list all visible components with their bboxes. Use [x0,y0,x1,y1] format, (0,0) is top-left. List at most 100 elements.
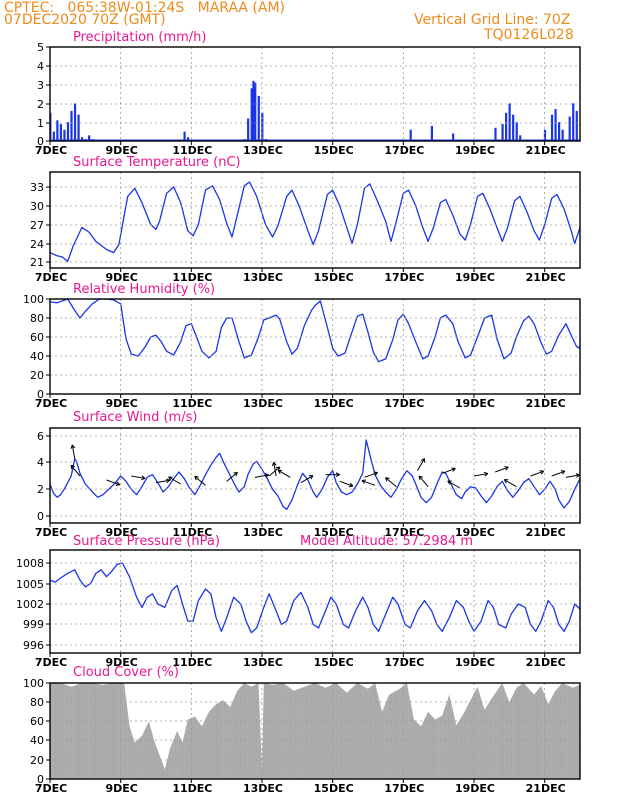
plot-frame [49,298,581,395]
precip-bar [183,131,186,141]
precip-bar [452,133,455,141]
precip-bar [575,110,578,141]
x-tick-label: 17DEC [384,526,424,539]
x-tick-label: 15DEC [314,526,354,539]
wind-arrow [442,467,456,474]
y-tick-label: 5 [37,41,44,54]
station-info: CPTEC: 065:38W-01:24S MARAA (AM) [4,0,286,16]
y-tick-label: 4 [37,456,44,469]
precip-bar [554,109,557,141]
precip-bar [247,118,250,141]
x-tick-label: 11DEC [172,782,212,795]
data-layer [50,439,604,510]
plot-frame [49,171,581,269]
precip-bar [81,137,84,141]
series-line [50,181,580,263]
x-tick-label: 9DEC [105,397,137,410]
wind-arrow [271,461,277,477]
panel-title: Cloud Cover (%) [73,665,179,680]
panel-subtitle: Model Altitude: 57.2984 m [300,534,473,549]
x-tick-label: 17DEC [384,271,424,284]
y-tick-label: 60 [30,331,44,344]
wind-arrow [530,470,545,477]
precip-bar [70,110,73,141]
y-tick-label: 40 [30,734,44,747]
precip-bar [512,114,515,141]
precip-bar [52,131,55,141]
x-tick-label: 13DEC [243,397,283,410]
panel-3: Relative Humidity (%) 0 20 40 60 80 100 7DEC 9DE… [23,282,581,410]
x-tick-label: 15DEC [314,782,354,795]
precip-bar [257,95,260,141]
x-tick-label: 7DEC [35,271,67,284]
plot-frame [49,427,581,524]
x-tick-label: 11DEC [172,397,212,410]
x-tick-label: 19DEC [455,656,495,669]
x-tick-label: 17DEC [384,782,424,795]
x-tick-label: 21DEC [526,144,566,157]
x-tick-label: 7DEC [35,397,67,410]
model-id: TQ0126L028 [484,27,574,43]
wind-arrow [70,464,81,477]
y-tick-label: 80 [30,312,44,325]
y-tick-label: 20 [30,754,44,767]
panel-6: Cloud Cover (%) 0 20 40 60 80 100 7DEC 9DEC 11DEC… [23,665,581,795]
wind-arrow [361,479,376,486]
x-tick-label: 19DEC [455,526,495,539]
precip-bar [558,122,561,141]
precip-bar [261,112,264,141]
y-tick-label: 100 [23,293,44,306]
precip-bar [63,129,66,141]
x-tick-label: 9DEC [105,271,137,284]
wind-arrow [579,482,580,483]
x-tick-label: 11DEC [172,526,212,539]
plot-frame [49,682,581,780]
x-tick-label: 15DEC [314,271,354,284]
x-tick-label: 21DEC [526,271,566,284]
x-tick-label: 19DEC [455,397,495,410]
y-tick-label: 999 [23,618,44,631]
y-tick-label: 1 [37,117,44,130]
x-tick-label: 13DEC [243,144,283,157]
y-tick-label: 0 [37,510,44,523]
y-tick-label: 1002 [16,598,44,611]
y-tick-label: 3 [37,79,44,92]
y-tick-label: 27 [30,219,44,232]
wind-arrow [131,475,146,481]
wind-arrow [70,444,76,459]
panel-title: Precipitation (mm/h) [73,30,206,45]
precip-bar [252,80,255,141]
panel-5: Surface Pressure (hPa) Model Altitude: 57… [16,534,581,669]
precip-bar [572,103,575,141]
x-tick-label: 17DEC [384,397,424,410]
x-tick-label: 19DEC [455,782,495,795]
precip-bar [550,114,554,141]
y-tick-label: 100 [23,677,44,690]
data-layer [50,299,580,363]
wind-arrow [418,475,429,487]
y-tick-label: 0 [37,135,44,148]
y-tick-label: 24 [30,238,44,251]
precip-bar [59,124,62,141]
x-tick-label: 21DEC [526,656,566,669]
precip-bar [519,135,522,141]
y-tick-label: 40 [30,350,44,363]
y-tick-label: 1005 [16,578,44,591]
wind-arrow [155,478,171,484]
plot-frame [49,549,581,654]
precip-bar [73,103,77,141]
x-tick-label: 7DEC [35,144,67,157]
x-tick-label: 13DEC [243,656,283,669]
cloud-area [50,683,580,779]
precip-bar [187,137,190,141]
wind-arrow [106,479,121,486]
x-tick-label: 7DEC [35,656,67,669]
x-tick-label: 13DEC [243,782,283,795]
wind-arrow [591,476,604,481]
x-tick-label: 7DEC [35,526,67,539]
x-tick-label: 21DEC [526,782,566,795]
panel-title: Surface Temperature (nC) [73,155,241,170]
precip-bar [250,88,253,141]
wind-arrow [551,470,566,477]
x-tick-label: 11DEC [172,656,212,669]
